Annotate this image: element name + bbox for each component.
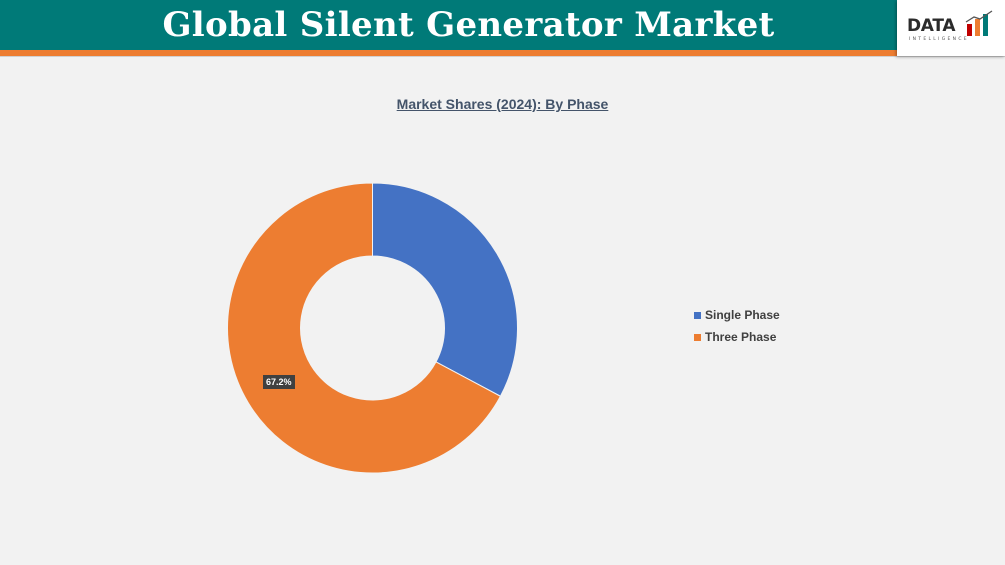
legend-item-three-phase: Three Phase	[694, 326, 780, 348]
logo-text: DATA	[907, 16, 956, 36]
legend-label: Single Phase	[705, 308, 780, 322]
donut-slice-single-phase	[372, 182, 518, 397]
page-title: Global Silent Generator Market	[162, 5, 775, 45]
legend-swatch	[694, 333, 701, 341]
data-label-three-phase: 67.2%	[263, 375, 295, 389]
header-stripe	[0, 50, 897, 56]
donut-slice-three-phase	[227, 182, 502, 474]
header-banner: Global Silent Generator Market	[0, 0, 897, 50]
chart-title: Market Shares (2024): By Phase	[396, 96, 609, 112]
logo-bars-icon	[965, 10, 993, 36]
logo: DATA INTELLIGENCE	[897, 0, 1005, 56]
legend-item-single-phase: Single Phase	[694, 304, 780, 326]
chart-legend: Single Phase Three Phase	[694, 304, 780, 348]
logo-subtext: INTELLIGENCE	[909, 37, 969, 42]
legend-swatch	[694, 311, 701, 319]
legend-label: Three Phase	[705, 330, 777, 344]
header-divider	[0, 56, 1005, 57]
